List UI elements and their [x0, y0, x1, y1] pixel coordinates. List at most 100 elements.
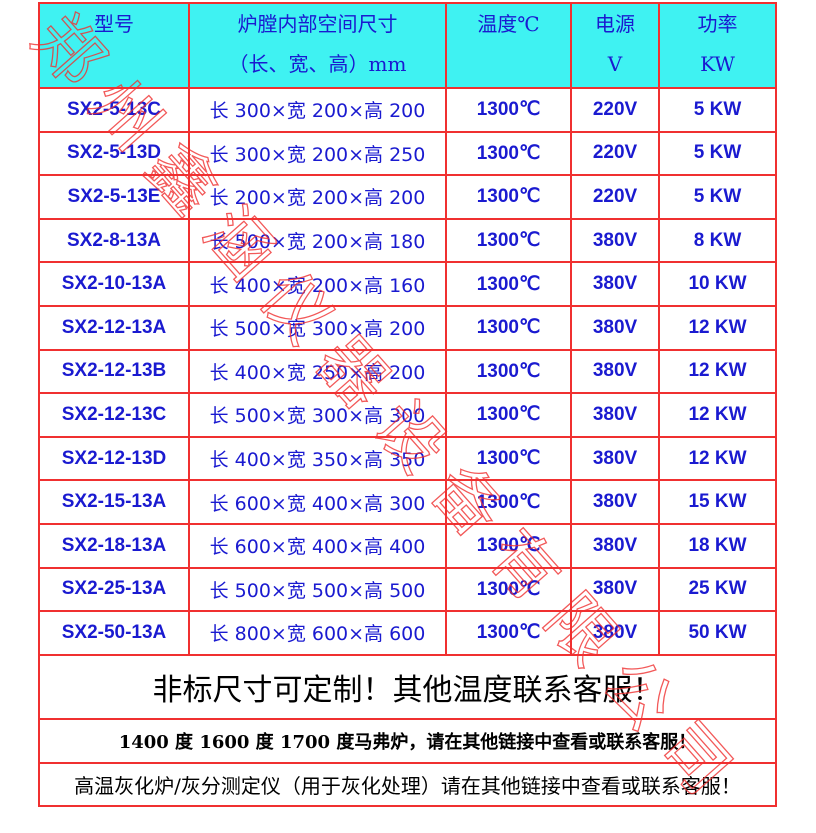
data-cell: 1300℃ — [445, 522, 572, 569]
data-cell: 长 300×宽 200×高 200 — [188, 87, 447, 133]
data-cell: 1300℃ — [445, 392, 572, 438]
data-row: SX2-18-13A 长 600×宽 400×高 400 1300℃ 380V 18 K… — [38, 522, 777, 569]
data-cell: 1300℃ — [445, 348, 572, 395]
data-cell: SX2-12-13B — [38, 348, 190, 395]
data-row: SX2-5-13E 长 200×宽 200×高 200 1300℃ 220V 5 KW — [38, 174, 777, 220]
data-cell: 长 200×宽 200×高 200 — [188, 174, 447, 220]
data-cell: 长 800×宽 600×高 600 — [188, 610, 447, 656]
data-cell: SX2-25-13A — [38, 566, 190, 613]
data-cell: 220V — [570, 130, 660, 177]
data-cell: 380V — [570, 217, 660, 264]
header-text: KW — [700, 52, 735, 76]
data-cell: 1300℃ — [445, 174, 572, 220]
data-row: SX2-12-13B 长 400×宽 250×高 200 1300℃ 380V 12 K… — [38, 348, 777, 395]
header-text: 型号 — [94, 12, 134, 36]
data-cell: 1300℃ — [445, 610, 572, 656]
data-row: SX2-5-13D 长 300×宽 200×高 250 1300℃ 220V 5 KW — [38, 130, 777, 177]
note-text: 非标尺寸可定制！其他温度联系客服！ — [38, 653, 777, 720]
header-cell: 功率 KW — [658, 2, 777, 89]
data-cell: SX2-15-13A — [38, 479, 190, 525]
data-cell: 5 KW — [658, 174, 777, 220]
header-text: （长、宽、高）mm — [228, 52, 407, 76]
data-cell: 25 KW — [658, 566, 777, 613]
data-cell: 220V — [570, 174, 660, 220]
note-row: 高温灰化炉/灰分测定仪（用于灰化处理）请在其他链接中查看或联系客服！ — [38, 761, 777, 807]
data-cell: 1300℃ — [445, 479, 572, 525]
data-cell: 长 600×宽 400×高 300 — [188, 479, 447, 525]
data-cell: 长 300×宽 200×高 250 — [188, 130, 447, 177]
header-text: 电源 — [595, 12, 635, 36]
data-cell: 长 500×宽 500×高 500 — [188, 566, 447, 613]
data-cell: 1300℃ — [445, 566, 572, 613]
data-row: SX2-50-13A 长 800×宽 600×高 600 1300℃ 380V 50 K… — [38, 610, 777, 656]
data-cell: 380V — [570, 348, 660, 395]
data-cell: 12 KW — [658, 304, 777, 351]
data-cell: 50 KW — [658, 610, 777, 656]
spec-table: 型号 炉膛内部空间尺寸 （长、宽、高）mm 温度℃ 电源 V 功率 KW SX2-5-… — [38, 2, 777, 807]
data-cell: 5 KW — [658, 130, 777, 177]
data-cell: 长 400×宽 250×高 200 — [188, 348, 447, 395]
data-cell: 10 KW — [658, 261, 777, 307]
header-text: 炉膛内部空间尺寸 — [237, 12, 398, 36]
header-text: 温度℃ — [477, 12, 540, 36]
data-cell: 长 500×宽 300×高 300 — [188, 392, 447, 438]
data-cell: 长 500×宽 300×高 200 — [188, 304, 447, 351]
data-cell: 长 500×宽 200×高 180 — [188, 217, 447, 264]
data-cell: SX2-12-13D — [38, 435, 190, 482]
data-cell: 380V — [570, 479, 660, 525]
table-body: SX2-5-13C 长 300×宽 200×高 200 1300℃ 220V 5 KW S… — [38, 87, 777, 807]
data-cell: 1300℃ — [445, 87, 572, 133]
data-row: SX2-10-13A 长 400×宽 200×高 160 1300℃ 380V 10 K… — [38, 261, 777, 307]
data-cell: SX2-50-13A — [38, 610, 190, 656]
data-cell: SX2-18-13A — [38, 522, 190, 569]
data-cell: 12 KW — [658, 348, 777, 395]
header-cell: 温度℃ — [445, 2, 572, 89]
data-cell: 15 KW — [658, 479, 777, 525]
data-row: SX2-5-13C 长 300×宽 200×高 200 1300℃ 220V 5 KW — [38, 87, 777, 133]
data-cell: 18 KW — [658, 522, 777, 569]
header-cell: 电源 V — [570, 2, 660, 89]
data-cell: 380V — [570, 566, 660, 613]
data-cell: 5 KW — [658, 87, 777, 133]
data-cell: 1300℃ — [445, 304, 572, 351]
data-cell: 1300℃ — [445, 435, 572, 482]
data-cell: SX2-12-13C — [38, 392, 190, 438]
data-cell: 长 600×宽 400×高 400 — [188, 522, 447, 569]
note-text: 1400 度 1600 度 1700 度马弗炉，请在其他链接中查看或联系客服！ — [38, 717, 777, 764]
header-row: 型号 炉膛内部空间尺寸 （长、宽、高）mm 温度℃ 电源 V 功率 KW — [38, 2, 777, 89]
note-row: 1400 度 1600 度 1700 度马弗炉，请在其他链接中查看或联系客服！ — [38, 717, 777, 764]
data-row: SX2-12-13C 长 500×宽 300×高 300 1300℃ 380V 12 K… — [38, 392, 777, 438]
header-cell: 炉膛内部空间尺寸 （长、宽、高）mm — [188, 2, 447, 89]
data-row: SX2-25-13A 长 500×宽 500×高 500 1300℃ 380V 25 K… — [38, 566, 777, 613]
note-row: 非标尺寸可定制！其他温度联系客服！ — [38, 653, 777, 720]
data-cell: SX2-8-13A — [38, 217, 190, 264]
data-cell: 1300℃ — [445, 261, 572, 307]
data-cell: 380V — [570, 261, 660, 307]
data-cell: 380V — [570, 435, 660, 482]
data-cell: 380V — [570, 392, 660, 438]
data-row: SX2-12-13A 长 500×宽 300×高 200 1300℃ 380V 12 K… — [38, 304, 777, 351]
data-cell: 长 400×宽 350×高 350 — [188, 435, 447, 482]
data-row: SX2-8-13A 长 500×宽 200×高 180 1300℃ 380V 8 KW — [38, 217, 777, 264]
header-text: 功率 — [697, 12, 738, 36]
header-text: V — [607, 52, 623, 76]
data-cell: 380V — [570, 522, 660, 569]
data-cell: SX2-12-13A — [38, 304, 190, 351]
data-cell: SX2-5-13D — [38, 130, 190, 177]
note-text: 高温灰化炉/灰分测定仪（用于灰化处理）请在其他链接中查看或联系客服！ — [38, 761, 777, 807]
data-cell: SX2-10-13A — [38, 261, 190, 307]
data-cell: 1300℃ — [445, 130, 572, 177]
data-cell: 1300℃ — [445, 217, 572, 264]
header-cell: 型号 — [38, 2, 190, 89]
data-cell: SX2-5-13C — [38, 87, 190, 133]
data-cell: 8 KW — [658, 217, 777, 264]
data-cell: 长 400×宽 200×高 160 — [188, 261, 447, 307]
data-cell: 380V — [570, 610, 660, 656]
data-cell: 380V — [570, 304, 660, 351]
data-row: SX2-12-13D 长 400×宽 350×高 350 1300℃ 380V 12 K… — [38, 435, 777, 482]
data-cell: 12 KW — [658, 435, 777, 482]
data-cell: SX2-5-13E — [38, 174, 190, 220]
data-cell: 220V — [570, 87, 660, 133]
data-row: SX2-15-13A 长 600×宽 400×高 300 1300℃ 380V 15 K… — [38, 479, 777, 525]
